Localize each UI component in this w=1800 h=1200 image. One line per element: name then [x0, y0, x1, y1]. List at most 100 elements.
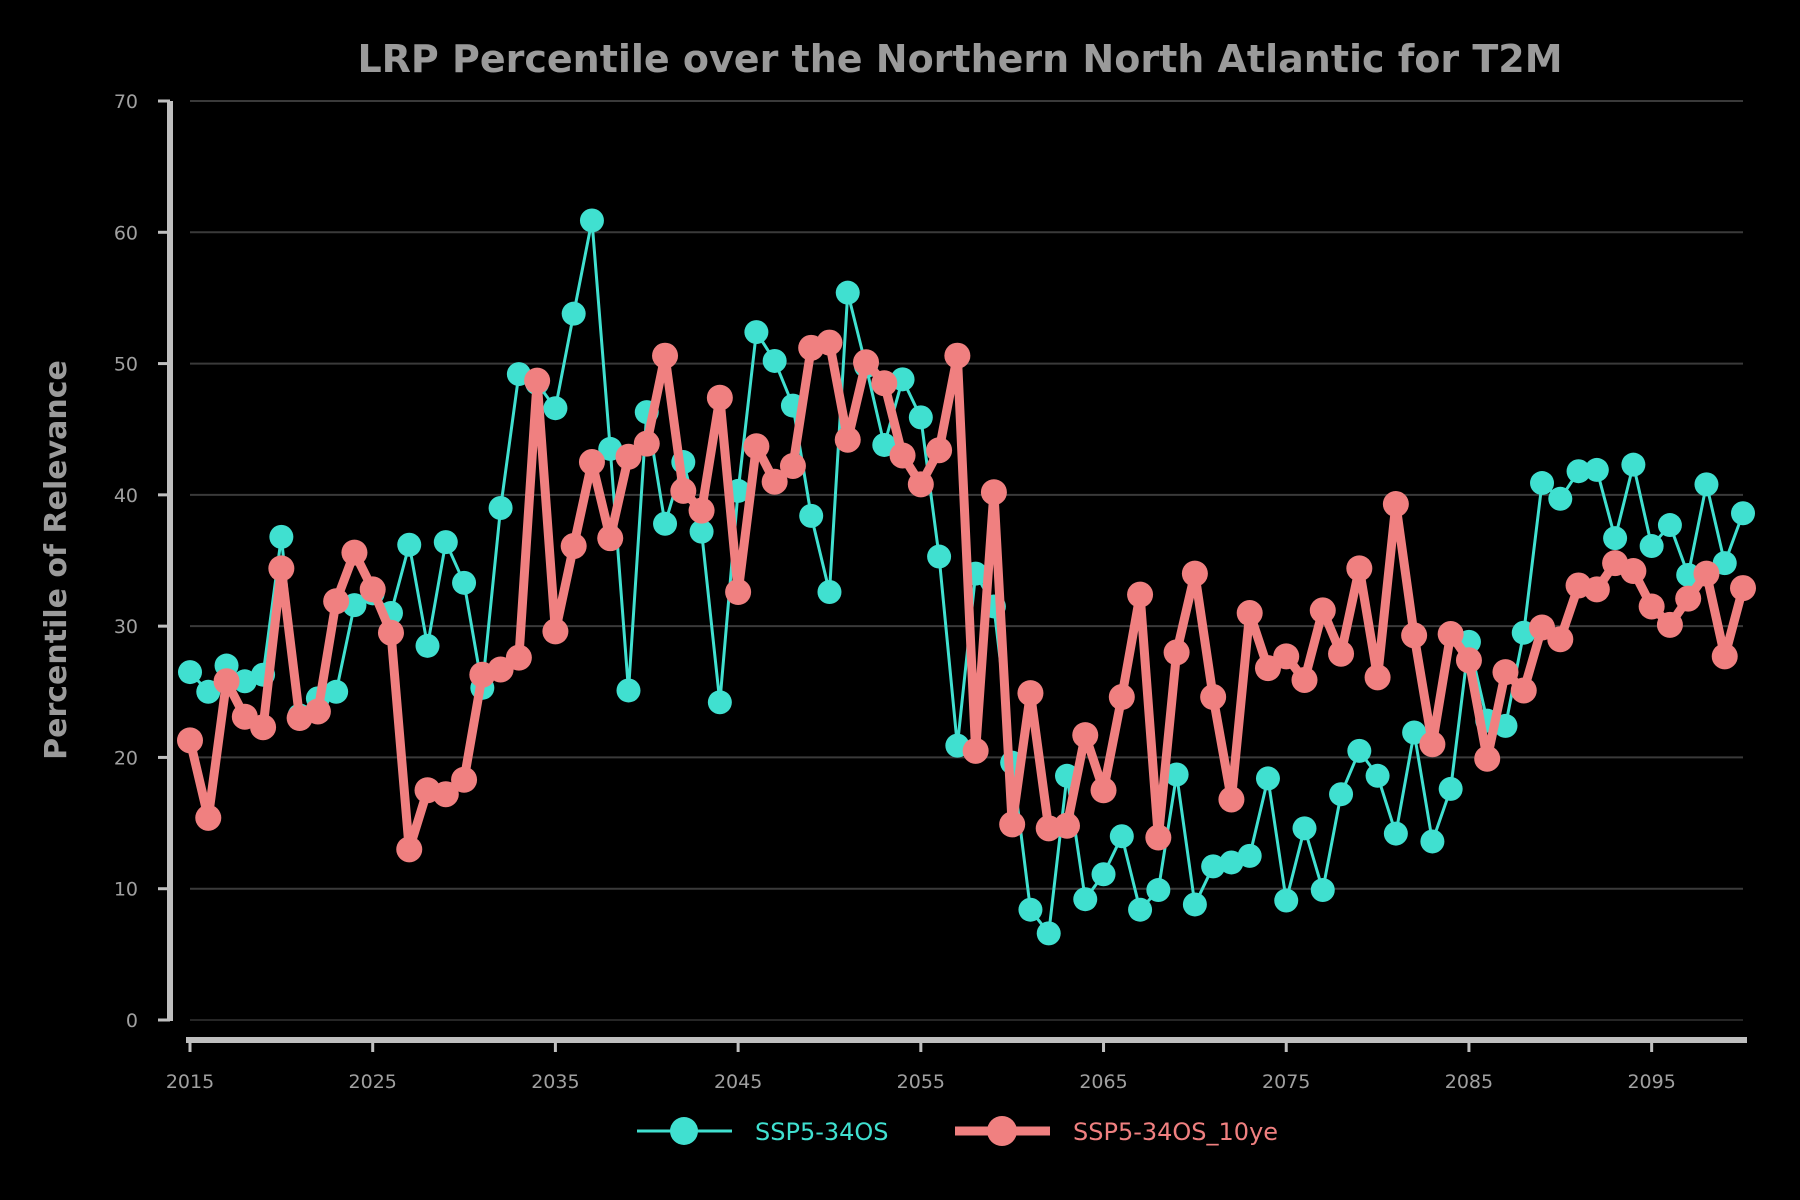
data-point — [1053, 812, 1080, 839]
data-point — [250, 714, 277, 741]
data-point — [834, 426, 861, 453]
data-point — [1657, 513, 1682, 538]
data-point — [1072, 722, 1099, 749]
data-point — [926, 437, 953, 464]
data-point — [1420, 829, 1445, 854]
x-tick-label: 2065 — [1079, 1071, 1127, 1093]
x-tick-label: 2025 — [349, 1071, 397, 1093]
data-point — [1548, 486, 1573, 511]
data-point — [1219, 850, 1244, 875]
data-point — [1255, 766, 1280, 791]
data-point — [835, 280, 860, 305]
data-point — [1656, 611, 1683, 638]
data-point — [962, 737, 989, 764]
data-point — [1675, 585, 1702, 612]
data-point — [1146, 878, 1171, 903]
legend-item-1: SSP5-34OS — [637, 1117, 889, 1146]
data-point — [688, 497, 715, 524]
legend-swatch-marker — [987, 1116, 1017, 1146]
data-point — [1127, 581, 1154, 608]
data-point — [1291, 666, 1318, 693]
data-point — [927, 544, 952, 569]
data-point — [817, 580, 842, 605]
data-point — [707, 690, 732, 715]
data-point — [1036, 921, 1061, 946]
x-tick-label: 2095 — [1627, 1071, 1675, 1093]
data-point — [1017, 680, 1044, 707]
data-point — [761, 468, 788, 495]
legend-item-2: SSP5-34OS_10ye — [955, 1116, 1278, 1146]
data-point — [396, 836, 423, 863]
data-point — [505, 644, 532, 671]
data-point — [908, 405, 933, 430]
data-point — [1310, 878, 1335, 903]
data-point — [1510, 677, 1537, 704]
data-point — [578, 449, 605, 476]
data-point — [178, 660, 202, 685]
data-point — [1383, 821, 1408, 846]
data-point — [1329, 782, 1354, 807]
data-point — [1200, 684, 1227, 711]
data-point — [196, 679, 221, 704]
chart-title: LRP Percentile over the Northern North A… — [357, 37, 1562, 81]
y-tick-label: 0 — [126, 1010, 138, 1032]
data-point — [1164, 762, 1189, 787]
data-point — [432, 781, 459, 808]
data-point — [889, 442, 916, 469]
data-point — [670, 477, 697, 504]
y-tick-label: 70 — [114, 91, 138, 113]
data-point — [542, 618, 569, 645]
data-point — [1547, 626, 1574, 653]
data-point — [195, 804, 222, 831]
data-point — [488, 495, 513, 520]
data-point — [1018, 897, 1043, 922]
data-point — [907, 471, 934, 498]
data-point — [1346, 555, 1373, 582]
y-tick-label: 10 — [114, 879, 138, 901]
data-point — [1694, 472, 1719, 497]
data-point — [1474, 745, 1501, 772]
y-tick-label: 30 — [114, 616, 138, 638]
y-tick-label: 50 — [114, 354, 138, 376]
data-point — [1730, 575, 1756, 602]
data-point — [871, 370, 898, 397]
data-point — [524, 367, 551, 394]
data-point — [799, 503, 824, 528]
data-point — [341, 539, 368, 566]
data-point — [1639, 534, 1664, 559]
data-point — [269, 524, 294, 549]
axes: 0 10 20 30 40 50 60 70 2015 2025 2035 2045 2055 2065 2… — [114, 91, 1747, 1093]
data-point — [1309, 597, 1336, 624]
data-point — [579, 208, 604, 233]
data-point — [1145, 824, 1172, 851]
data-point — [561, 301, 586, 326]
data-point — [980, 479, 1007, 506]
data-point — [1712, 551, 1737, 576]
data-point — [1492, 659, 1519, 686]
data-point — [1181, 560, 1208, 587]
data-point — [1328, 640, 1355, 667]
legend-label: SSP5-34OS_10ye — [1073, 1118, 1278, 1146]
data-point — [1455, 647, 1482, 674]
data-point — [1693, 560, 1720, 587]
data-point — [1382, 491, 1409, 518]
data-point — [999, 811, 1026, 838]
data-point — [324, 679, 349, 704]
data-point — [433, 530, 458, 555]
data-point — [944, 342, 971, 369]
data-point — [560, 533, 587, 560]
data-point — [1163, 639, 1190, 666]
data-point — [725, 579, 752, 606]
series-2 — [177, 329, 1756, 863]
data-point — [706, 384, 733, 411]
data-point — [1620, 558, 1647, 585]
series-line — [185, 338, 1748, 854]
x-tick-label: 2085 — [1445, 1071, 1493, 1093]
data-point — [615, 443, 642, 470]
data-point — [1236, 600, 1263, 627]
data-point — [452, 570, 477, 595]
data-point — [616, 678, 641, 703]
data-point — [1237, 843, 1262, 868]
